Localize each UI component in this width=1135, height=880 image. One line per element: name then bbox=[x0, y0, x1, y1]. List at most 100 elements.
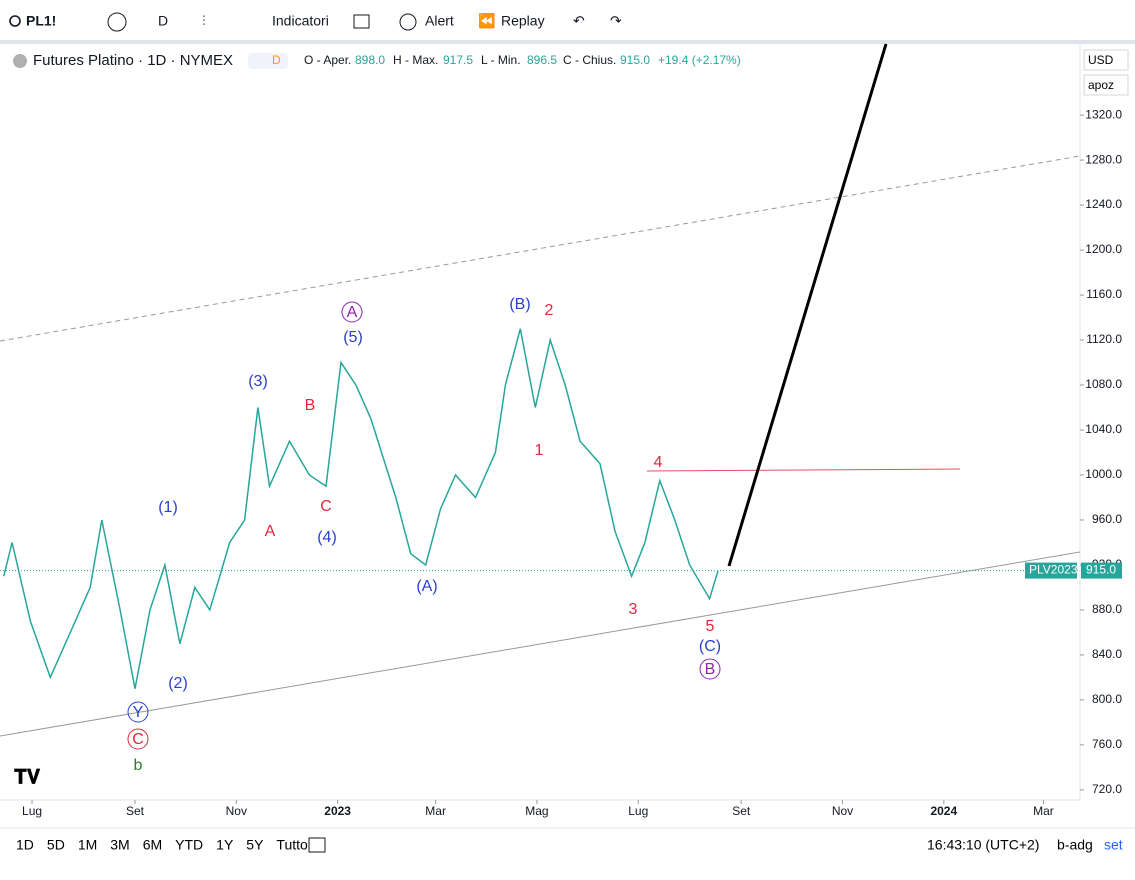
scale-mode[interactable]: apoz bbox=[1088, 78, 1114, 92]
y-tick-label: 1040.0 bbox=[1085, 422, 1122, 436]
interval[interactable]: D bbox=[158, 13, 168, 29]
wave-label: (5) bbox=[343, 329, 363, 346]
x-tick-label: Mag bbox=[525, 804, 548, 818]
low-label: L - Min. bbox=[481, 53, 521, 67]
y-tick-label: 1160.0 bbox=[1086, 287, 1122, 301]
undo[interactable]: ↶ bbox=[573, 13, 585, 29]
symbol[interactable]: PL1! bbox=[26, 13, 56, 29]
upper-channel bbox=[0, 155, 1081, 342]
x-tick-label: 2024 bbox=[930, 804, 957, 818]
projection-line bbox=[727, 43, 888, 567]
wave-label: 4 bbox=[654, 454, 663, 471]
wave-label: (C) bbox=[699, 638, 721, 655]
price-tag-bg bbox=[1025, 562, 1077, 579]
high: 917.5 bbox=[443, 53, 473, 67]
price-tag-name: PLV2023 bbox=[1029, 563, 1078, 577]
replay-icon[interactable]: ⏪ bbox=[478, 13, 495, 30]
wave-label: (B) bbox=[509, 296, 530, 313]
session[interactable]: b-adg bbox=[1057, 837, 1093, 853]
wave-label: Y bbox=[133, 704, 144, 721]
range-button[interactable]: YTD bbox=[175, 837, 203, 853]
y-tick-label: 1240.0 bbox=[1085, 197, 1122, 211]
chart-type-icon[interactable]: ⫶ bbox=[202, 13, 206, 29]
wave-labels: (B) 2 A (5) (3) B 1 4 (1) C A (4) (A) 3 … bbox=[127, 296, 721, 774]
range-button[interactable]: 5Y bbox=[246, 837, 264, 853]
y-tick-label: 880.0 bbox=[1092, 602, 1122, 616]
wave-label: B bbox=[305, 397, 316, 414]
range-button[interactable]: 1D bbox=[16, 837, 34, 853]
low: 896.5 bbox=[527, 53, 557, 67]
wave-label: (2) bbox=[168, 675, 188, 692]
search-icon[interactable] bbox=[9, 15, 21, 27]
wave-label: B bbox=[705, 661, 716, 678]
x-tick-label: Nov bbox=[832, 804, 853, 818]
x-tick-label: Set bbox=[732, 804, 751, 818]
range-button[interactable]: 1M bbox=[78, 837, 97, 853]
alert-icon[interactable] bbox=[399, 13, 417, 31]
badge-bg bbox=[248, 53, 288, 69]
wave-label: 5 bbox=[706, 618, 715, 635]
y-tick-label: 1320.0 bbox=[1085, 107, 1122, 121]
wave-label: C bbox=[132, 731, 144, 748]
indicators[interactable]: Indicatori bbox=[272, 13, 329, 29]
wave-label: 2 bbox=[545, 302, 554, 319]
wave-label: b bbox=[134, 757, 143, 774]
wave-circle bbox=[341, 301, 363, 323]
add-icon[interactable] bbox=[107, 12, 127, 32]
badge: D bbox=[272, 53, 281, 67]
wave-label: (1) bbox=[158, 499, 178, 516]
layout-icon[interactable] bbox=[353, 14, 370, 29]
wave-circle bbox=[127, 728, 149, 750]
date-range-icon[interactable] bbox=[308, 837, 326, 853]
tv-logo: 𝐓𝐕 bbox=[14, 766, 41, 788]
open: 898.0 bbox=[355, 53, 385, 67]
y-tick-label: 840.0 bbox=[1092, 647, 1122, 661]
open-label: O - Aper. bbox=[304, 53, 351, 67]
wave-label: 1 bbox=[535, 442, 544, 459]
legend: Futures Platino · 1D · NYMEX D O - Aper.… bbox=[13, 52, 741, 69]
wave-label: A bbox=[265, 523, 276, 540]
last-price-label: 915.0 bbox=[1086, 563, 1116, 577]
wave-label: (3) bbox=[248, 373, 268, 390]
bottom-bar: 1D 5D 1M 3M 6M YTD 1Y 5Y Tutto 16:43:10 (UTC+2) … bbox=[0, 827, 1135, 853]
settings[interactable]: set bbox=[1104, 837, 1123, 853]
x-tick-label: 2023 bbox=[324, 804, 351, 818]
replay[interactable]: Replay bbox=[501, 13, 545, 29]
plot: 720.0760.0800.0840.0880.0920.0960.01000.… bbox=[0, 107, 1122, 818]
ranges: 1D 5D 1M 3M 6M YTD 1Y 5Y Tutto bbox=[16, 837, 308, 853]
y-tick-label: 960.0 bbox=[1092, 512, 1122, 526]
range-button[interactable]: 3M bbox=[110, 837, 129, 853]
y-tick-label: 1000.0 bbox=[1085, 467, 1122, 481]
last-price-bg bbox=[1081, 562, 1122, 579]
x-tick-label: Lug bbox=[628, 804, 648, 818]
top-toolbar: PL1! D ⫶ Indicatori Alert ⏪ Replay ↶ ↷ bbox=[0, 12, 1135, 44]
x-tick-label: Nov bbox=[226, 804, 247, 818]
clock: 16:43:10 (UTC+2) bbox=[927, 837, 1039, 853]
currency[interactable]: USD bbox=[1088, 53, 1114, 67]
wave-label: 3 bbox=[629, 601, 638, 618]
symbol-logo bbox=[13, 54, 27, 68]
change: +19.4 (+2.17%) bbox=[658, 53, 741, 67]
y-tick-label: 1120.0 bbox=[1086, 332, 1122, 346]
mode-box[interactable] bbox=[1083, 74, 1129, 96]
wave-label: (A) bbox=[416, 578, 437, 595]
redo[interactable]: ↷ bbox=[610, 13, 622, 29]
range-button[interactable]: 1Y bbox=[216, 837, 234, 853]
y-tick-label: 760.0 bbox=[1092, 737, 1122, 751]
wave-circle bbox=[699, 658, 721, 680]
currency-box[interactable] bbox=[1083, 49, 1129, 71]
wave-label: (4) bbox=[317, 529, 337, 546]
range-button[interactable]: 5D bbox=[47, 837, 65, 853]
wave-label: C bbox=[320, 498, 332, 515]
price-line bbox=[3, 328, 719, 689]
close: 915.0 bbox=[620, 53, 650, 67]
y-tick-label: 800.0 bbox=[1092, 692, 1122, 706]
alert[interactable]: Alert bbox=[425, 13, 454, 29]
x-tick-label: Mar bbox=[425, 804, 446, 818]
y-tick-label: 1080.0 bbox=[1085, 377, 1122, 391]
range-button[interactable]: Tutto bbox=[276, 837, 308, 853]
range-button[interactable]: 6M bbox=[143, 837, 162, 853]
x-tick-label: Lug bbox=[22, 804, 42, 818]
